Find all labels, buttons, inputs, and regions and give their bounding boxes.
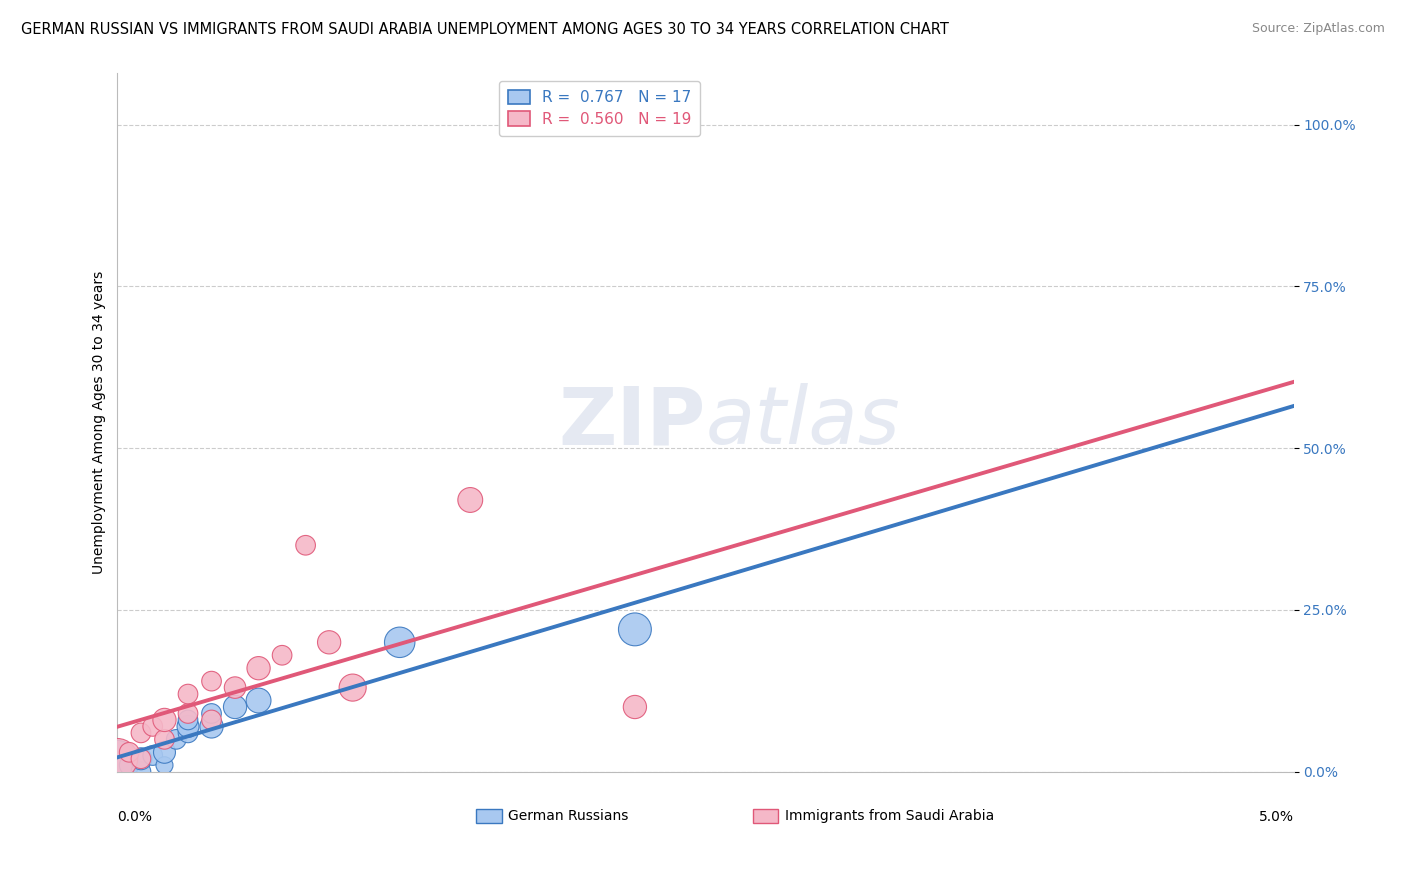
Point xyxy=(224,700,246,714)
Point xyxy=(388,635,411,649)
Point xyxy=(177,687,200,701)
Text: 5.0%: 5.0% xyxy=(1258,810,1294,824)
Point xyxy=(200,713,222,727)
Point xyxy=(165,732,187,747)
Point xyxy=(129,752,152,766)
Y-axis label: Unemployment Among Ages 30 to 34 years: Unemployment Among Ages 30 to 34 years xyxy=(93,270,107,574)
Text: GERMAN RUSSIAN VS IMMIGRANTS FROM SAUDI ARABIA UNEMPLOYMENT AMONG AGES 30 TO 34 : GERMAN RUSSIAN VS IMMIGRANTS FROM SAUDI … xyxy=(21,22,949,37)
Point xyxy=(224,681,246,695)
Point xyxy=(294,538,316,552)
Text: Immigrants from Saudi Arabia: Immigrants from Saudi Arabia xyxy=(786,809,994,822)
Point xyxy=(142,719,165,733)
Point xyxy=(200,719,222,733)
Point xyxy=(624,623,647,637)
Point xyxy=(129,764,152,779)
Text: German Russians: German Russians xyxy=(508,809,628,822)
FancyBboxPatch shape xyxy=(752,809,779,822)
Point xyxy=(247,661,270,675)
Point xyxy=(200,706,222,721)
Point xyxy=(200,674,222,689)
Text: Source: ZipAtlas.com: Source: ZipAtlas.com xyxy=(1251,22,1385,36)
Point xyxy=(107,752,129,766)
Point xyxy=(177,706,200,721)
Point xyxy=(107,752,129,766)
Point xyxy=(153,758,176,772)
Point xyxy=(153,745,176,759)
Point xyxy=(177,719,200,733)
Point xyxy=(624,700,647,714)
Point xyxy=(118,758,141,772)
FancyBboxPatch shape xyxy=(477,809,502,822)
Point xyxy=(118,745,141,759)
Point xyxy=(247,693,270,707)
Point xyxy=(177,726,200,740)
Point xyxy=(342,681,364,695)
Point xyxy=(129,752,152,766)
Point xyxy=(142,748,165,763)
Point xyxy=(458,493,481,508)
Point xyxy=(271,648,294,663)
Point xyxy=(153,713,176,727)
Legend: R =  0.767   N = 17, R =  0.560   N = 19: R = 0.767 N = 17, R = 0.560 N = 19 xyxy=(499,80,700,136)
Point xyxy=(177,713,200,727)
Text: 0.0%: 0.0% xyxy=(118,810,152,824)
Point xyxy=(318,635,340,649)
Text: atlas: atlas xyxy=(706,384,900,461)
Point xyxy=(153,732,176,747)
Point xyxy=(129,726,152,740)
Text: ZIP: ZIP xyxy=(558,384,706,461)
